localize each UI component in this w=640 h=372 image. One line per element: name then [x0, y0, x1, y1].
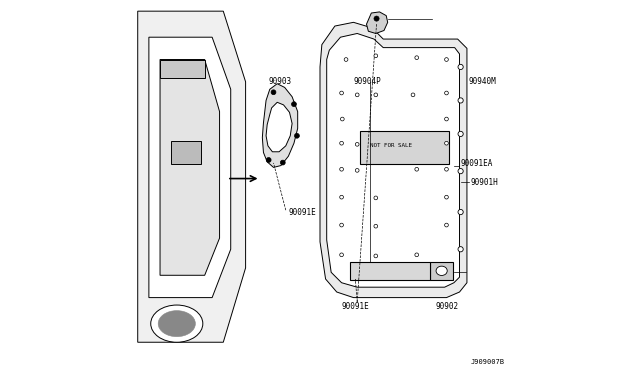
Ellipse shape [292, 102, 296, 106]
Ellipse shape [340, 167, 344, 171]
Ellipse shape [374, 196, 378, 200]
Polygon shape [138, 11, 246, 342]
Ellipse shape [445, 141, 449, 145]
Ellipse shape [158, 311, 195, 337]
Text: J909007B: J909007B [470, 359, 504, 365]
Ellipse shape [458, 98, 463, 103]
Polygon shape [429, 262, 453, 280]
Text: 90901H: 90901H [470, 178, 499, 187]
Polygon shape [160, 60, 205, 78]
Ellipse shape [271, 90, 276, 95]
Polygon shape [320, 22, 467, 298]
Polygon shape [360, 131, 449, 164]
Ellipse shape [151, 305, 203, 342]
Text: 90091E: 90091E [289, 208, 316, 217]
Ellipse shape [355, 169, 359, 172]
Ellipse shape [445, 117, 449, 121]
Ellipse shape [445, 195, 449, 199]
Ellipse shape [445, 91, 449, 95]
Ellipse shape [340, 117, 344, 121]
Ellipse shape [445, 223, 449, 227]
Ellipse shape [411, 93, 415, 97]
Ellipse shape [374, 224, 378, 228]
Ellipse shape [340, 91, 344, 95]
Ellipse shape [355, 93, 359, 97]
Ellipse shape [374, 54, 378, 58]
Ellipse shape [374, 254, 378, 258]
Ellipse shape [374, 93, 378, 97]
Ellipse shape [340, 195, 344, 199]
Polygon shape [160, 60, 220, 275]
Text: 90904P: 90904P [353, 77, 381, 86]
Text: 90903: 90903 [269, 77, 292, 86]
Ellipse shape [458, 64, 463, 70]
Ellipse shape [445, 58, 449, 61]
Ellipse shape [445, 167, 449, 171]
Ellipse shape [458, 247, 463, 252]
Ellipse shape [355, 142, 359, 146]
Ellipse shape [415, 56, 419, 60]
Ellipse shape [458, 209, 463, 215]
Ellipse shape [436, 266, 447, 275]
Ellipse shape [415, 167, 419, 171]
Polygon shape [349, 262, 429, 280]
Ellipse shape [294, 134, 300, 138]
Ellipse shape [340, 253, 344, 257]
Text: NOT FOR SALE: NOT FOR SALE [370, 142, 412, 148]
Ellipse shape [415, 253, 419, 257]
Ellipse shape [280, 160, 285, 165]
Polygon shape [149, 37, 231, 298]
Polygon shape [367, 12, 388, 33]
Text: 90940M: 90940M [468, 77, 496, 86]
Polygon shape [326, 33, 460, 287]
Ellipse shape [266, 158, 271, 163]
Ellipse shape [458, 131, 463, 137]
Ellipse shape [374, 16, 379, 21]
Ellipse shape [458, 169, 463, 174]
Ellipse shape [344, 58, 348, 61]
Polygon shape [266, 102, 292, 152]
Ellipse shape [340, 141, 344, 145]
Text: 90091EA: 90091EA [461, 159, 493, 168]
Text: 90902: 90902 [435, 302, 458, 311]
Ellipse shape [340, 223, 344, 227]
Polygon shape [262, 84, 298, 167]
Text: 90091E: 90091E [342, 302, 369, 311]
Polygon shape [172, 141, 201, 164]
